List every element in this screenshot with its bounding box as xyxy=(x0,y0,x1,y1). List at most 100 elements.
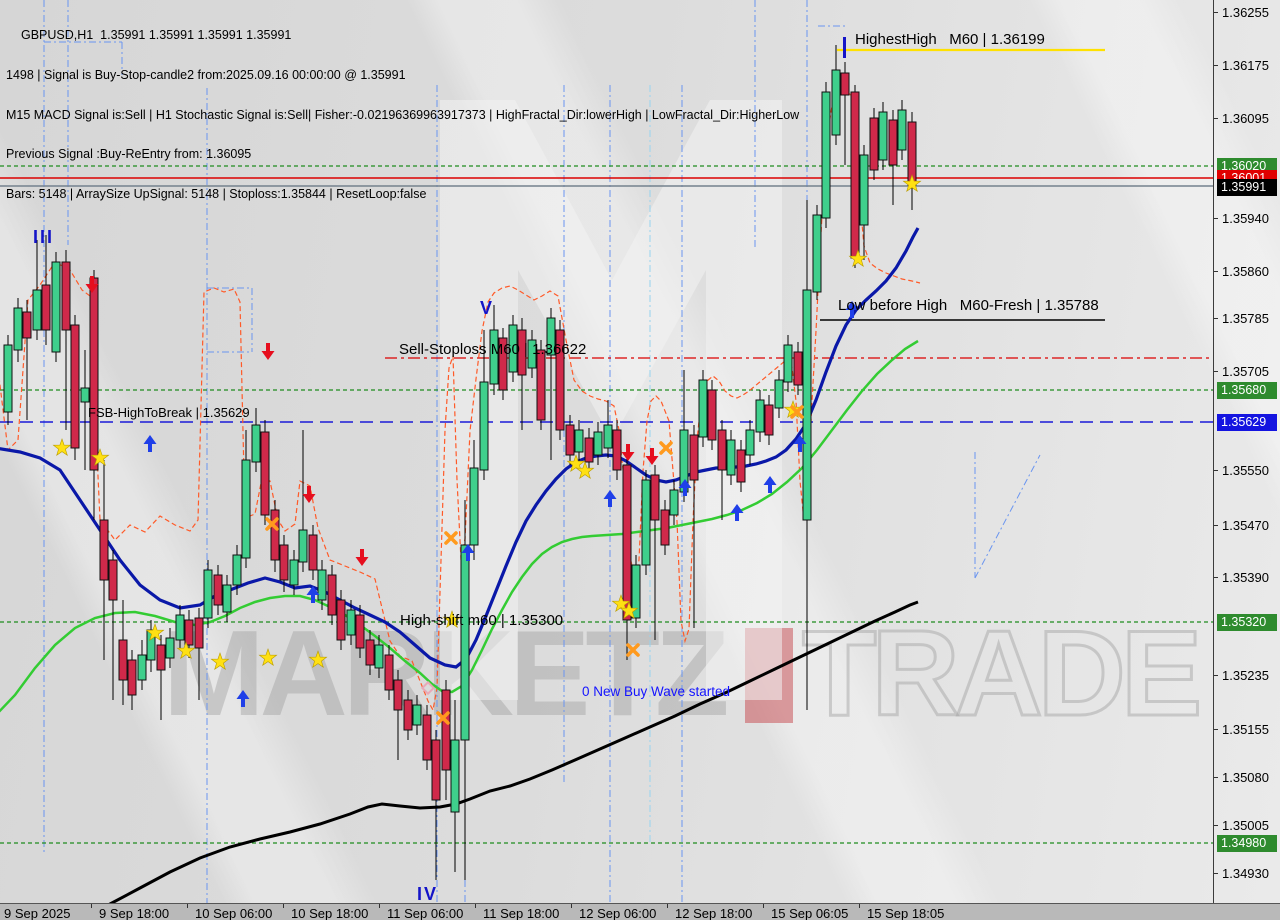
time-axis-label: 10 Sep 18:00 xyxy=(291,906,369,920)
price-axis[interactable]: 1.36255 1.36175 1.36095 1.36020 1.36001 1.359… xyxy=(1213,0,1280,903)
candle-body xyxy=(99,519,109,581)
candle-body xyxy=(650,474,660,521)
candle-body xyxy=(869,117,879,171)
ma-black-line xyxy=(108,600,919,903)
buy-arrow-icon xyxy=(793,435,807,452)
x-marker xyxy=(626,643,640,657)
buy-arrow-icon xyxy=(306,586,320,603)
fsb-high-to-break-label: FSB-HighToBreak | 1.35629 xyxy=(88,405,250,420)
star-marker xyxy=(90,448,110,467)
price-tick xyxy=(1214,218,1218,219)
price-tick xyxy=(1214,729,1218,730)
price-tick xyxy=(1214,118,1218,119)
candle-body xyxy=(774,379,784,409)
guide-segment xyxy=(974,454,1041,579)
candle-body xyxy=(517,329,527,376)
price-axis-label: 1.34930 xyxy=(1222,866,1269,881)
candle-body xyxy=(736,449,746,483)
candle-body xyxy=(878,111,888,161)
price-axis-label: 1.36255 xyxy=(1222,5,1269,20)
candle-body xyxy=(859,154,869,226)
candle-body xyxy=(279,544,289,581)
star-marker xyxy=(258,648,278,667)
candle-body xyxy=(707,389,717,441)
price-tick xyxy=(1214,525,1218,526)
candle-body xyxy=(698,379,708,438)
star-marker xyxy=(575,461,595,480)
candle-body xyxy=(241,459,251,559)
bars-status-line: Bars: 5148 | ArraySize UpSignal: 5148 | … xyxy=(6,186,427,201)
price-axis-label: 1.36175 xyxy=(1222,58,1269,73)
candle-body xyxy=(3,344,13,413)
sell-arrow-icon xyxy=(302,486,316,503)
highest-high-label: HighestHigh M60 | 1.36199 xyxy=(855,31,1045,48)
time-axis[interactable]: 9 Sep 2025 9 Sep 18:00 10 Sep 06:00 10 Sep … xyxy=(0,903,1280,920)
candle-body xyxy=(403,699,413,731)
time-axis-label: 11 Sep 18:00 xyxy=(483,906,560,920)
time-tick xyxy=(91,904,92,908)
star-marker xyxy=(611,594,631,613)
x-marker xyxy=(659,441,673,455)
sell-arrow-icon xyxy=(645,448,659,465)
roman-v-marker: V xyxy=(480,298,495,318)
candle-body xyxy=(374,644,384,669)
price-tick xyxy=(1214,65,1218,66)
candle-body xyxy=(203,569,213,619)
candle-body xyxy=(89,277,99,471)
time-axis-label: 15 Sep 06:05 xyxy=(771,906,849,920)
candle-body xyxy=(298,529,308,563)
candle-body xyxy=(584,437,594,463)
sell-arrow-icon xyxy=(85,276,99,293)
candle-body xyxy=(118,639,128,681)
time-tick xyxy=(379,904,380,908)
candle-body xyxy=(755,399,765,433)
candle-body xyxy=(612,429,622,471)
candle-body xyxy=(764,404,774,436)
fractal-tick-marker xyxy=(843,37,846,58)
chart-canvas[interactable] xyxy=(0,0,1213,903)
price-level-badge: 1.35629 xyxy=(1217,414,1277,431)
candle-body xyxy=(469,467,479,546)
candle-body xyxy=(260,431,270,516)
price-tick xyxy=(1214,12,1218,13)
price-axis-label: 1.36095 xyxy=(1222,111,1269,126)
price-tick xyxy=(1214,577,1218,578)
indicator-status-line: M15 MACD Signal is:Sell | H1 Stochastic … xyxy=(6,107,800,122)
star-marker xyxy=(848,249,868,268)
sell-stoploss-label: Sell-Stoploss M60 | 1.36622 xyxy=(399,341,587,358)
price-tick xyxy=(1214,675,1218,676)
price-tick xyxy=(1214,271,1218,272)
star-marker xyxy=(210,652,230,671)
candle-body xyxy=(51,261,61,353)
price-tick xyxy=(1214,318,1218,319)
candle-body xyxy=(61,261,71,331)
candle-body xyxy=(41,284,51,331)
candle-body xyxy=(802,289,812,521)
candle-body xyxy=(603,424,613,449)
star-marker xyxy=(566,454,586,473)
candle-body xyxy=(793,351,803,386)
time-tick xyxy=(187,904,188,908)
time-axis-label: 9 Sep 2025 xyxy=(4,906,71,920)
time-tick xyxy=(667,904,668,908)
price-axis-label: 1.35390 xyxy=(1222,570,1269,585)
price-level-badge: 1.35991 xyxy=(1217,179,1277,196)
x-marker xyxy=(265,517,279,531)
candle-body xyxy=(194,617,204,649)
time-axis-label: 15 Sep 18:05 xyxy=(867,906,945,920)
buy-arrow-icon xyxy=(730,504,744,521)
price-axis-label: 1.35860 xyxy=(1222,264,1269,279)
candle-body xyxy=(479,381,489,471)
symbol-ohlc-line: GBPUSD,H1 1.35991 1.35991 1.35991 1.3599… xyxy=(21,28,292,43)
candle-body xyxy=(22,311,32,339)
candle-body xyxy=(555,329,565,431)
candle-body xyxy=(289,559,299,586)
price-axis-label: 1.35940 xyxy=(1222,211,1269,226)
chart-info-overlay: GBPUSD,H1 1.35991 1.35991 1.35991 1.3599… xyxy=(6,3,799,227)
previous-signal-line: Previous Signal :Buy-ReEntry from: 1.360… xyxy=(6,147,252,162)
candle-body xyxy=(631,564,641,619)
sell-arrow-icon xyxy=(355,549,369,566)
candle-body xyxy=(184,619,194,646)
x-marker xyxy=(436,711,450,725)
buy-arrow-icon xyxy=(461,544,475,561)
